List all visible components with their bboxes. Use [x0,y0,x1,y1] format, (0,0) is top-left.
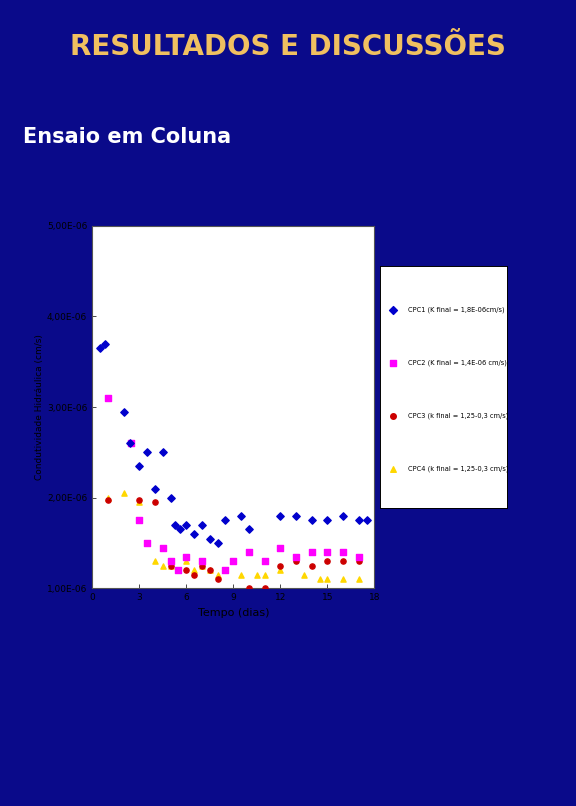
Point [229,555,238,567]
Point [103,492,112,505]
Point [135,459,144,472]
Point [260,555,269,567]
Point [125,437,134,450]
Point [388,356,397,369]
Point [166,559,175,572]
Point [142,537,151,550]
Point [170,518,180,531]
Point [276,509,285,522]
Point [252,568,262,581]
Point [205,564,214,577]
Point [190,568,199,581]
Point [307,514,316,527]
Point [96,342,105,355]
Point [388,463,397,476]
Point [237,509,246,522]
Point [166,559,175,572]
Point [221,564,230,577]
Point [150,496,160,509]
Point [388,303,397,316]
Point [339,509,348,522]
Point [260,582,269,595]
Point [198,518,207,531]
Point [276,559,285,572]
Point [221,514,230,527]
X-axis label: Tempo (dias): Tempo (dias) [198,608,269,617]
Point [244,523,253,536]
Point [174,564,183,577]
Point [158,559,167,572]
Point [150,555,160,567]
Point [135,514,144,527]
Point [181,555,191,567]
Point [174,564,183,577]
Text: RESULTADOS E DISCUSSÕES: RESULTADOS E DISCUSSÕES [70,33,506,61]
Point [244,582,253,595]
Point [291,509,301,522]
Point [213,537,222,550]
Point [276,541,285,554]
Point [213,573,222,586]
Point [150,482,160,495]
Point [276,564,285,577]
Point [323,546,332,559]
Point [135,494,144,507]
Point [354,555,363,567]
Point [119,405,128,418]
Point [221,564,230,577]
Point [205,564,214,577]
Point [291,550,301,563]
Point [323,555,332,567]
Point [103,392,112,405]
Text: CPC3 (k final = 1,25-0,3 cm/s): CPC3 (k final = 1,25-0,3 cm/s) [408,413,509,419]
Point [323,514,332,527]
Point [198,555,207,567]
Point [181,564,191,577]
Point [103,494,112,507]
Point [339,555,348,567]
Y-axis label: Condutividade Hidráulica (cm/s): Condutividade Hidráulica (cm/s) [35,334,44,480]
Point [362,514,371,527]
Point [190,528,199,541]
Point [354,573,363,586]
Point [339,573,348,586]
Point [142,446,151,459]
Text: CPC1 (K final = 1,8E-06cm/s): CPC1 (K final = 1,8E-06cm/s) [408,306,505,313]
Point [100,337,109,350]
Point [354,514,363,527]
Point [354,550,363,563]
Text: CPC2 (K final = 1,4E-06 cm/s): CPC2 (K final = 1,4E-06 cm/s) [408,359,507,366]
Point [174,564,183,577]
Point [198,559,207,572]
Point [119,487,128,500]
Point [166,555,175,567]
Point [181,550,191,563]
Point [181,518,191,531]
Point [388,409,397,422]
Point [205,532,214,545]
Point [135,496,144,509]
Point [175,523,184,536]
Point [158,446,167,459]
Point [307,559,316,572]
Point [190,564,199,577]
Point [315,573,324,586]
Point [244,546,253,559]
Point [291,555,301,567]
Point [237,568,246,581]
Point [323,573,332,586]
Point [198,559,207,572]
Point [158,541,167,554]
Point [300,568,309,581]
Point [127,437,136,450]
Point [260,568,269,581]
Text: Ensaio em Coluna: Ensaio em Coluna [23,127,231,147]
Text: CPC4 (k final = 1,25-0,3 cm/s): CPC4 (k final = 1,25-0,3 cm/s) [408,466,509,472]
Point [166,492,175,505]
Point [221,564,230,577]
Point [339,546,348,559]
Point [213,568,222,581]
Point [307,546,316,559]
